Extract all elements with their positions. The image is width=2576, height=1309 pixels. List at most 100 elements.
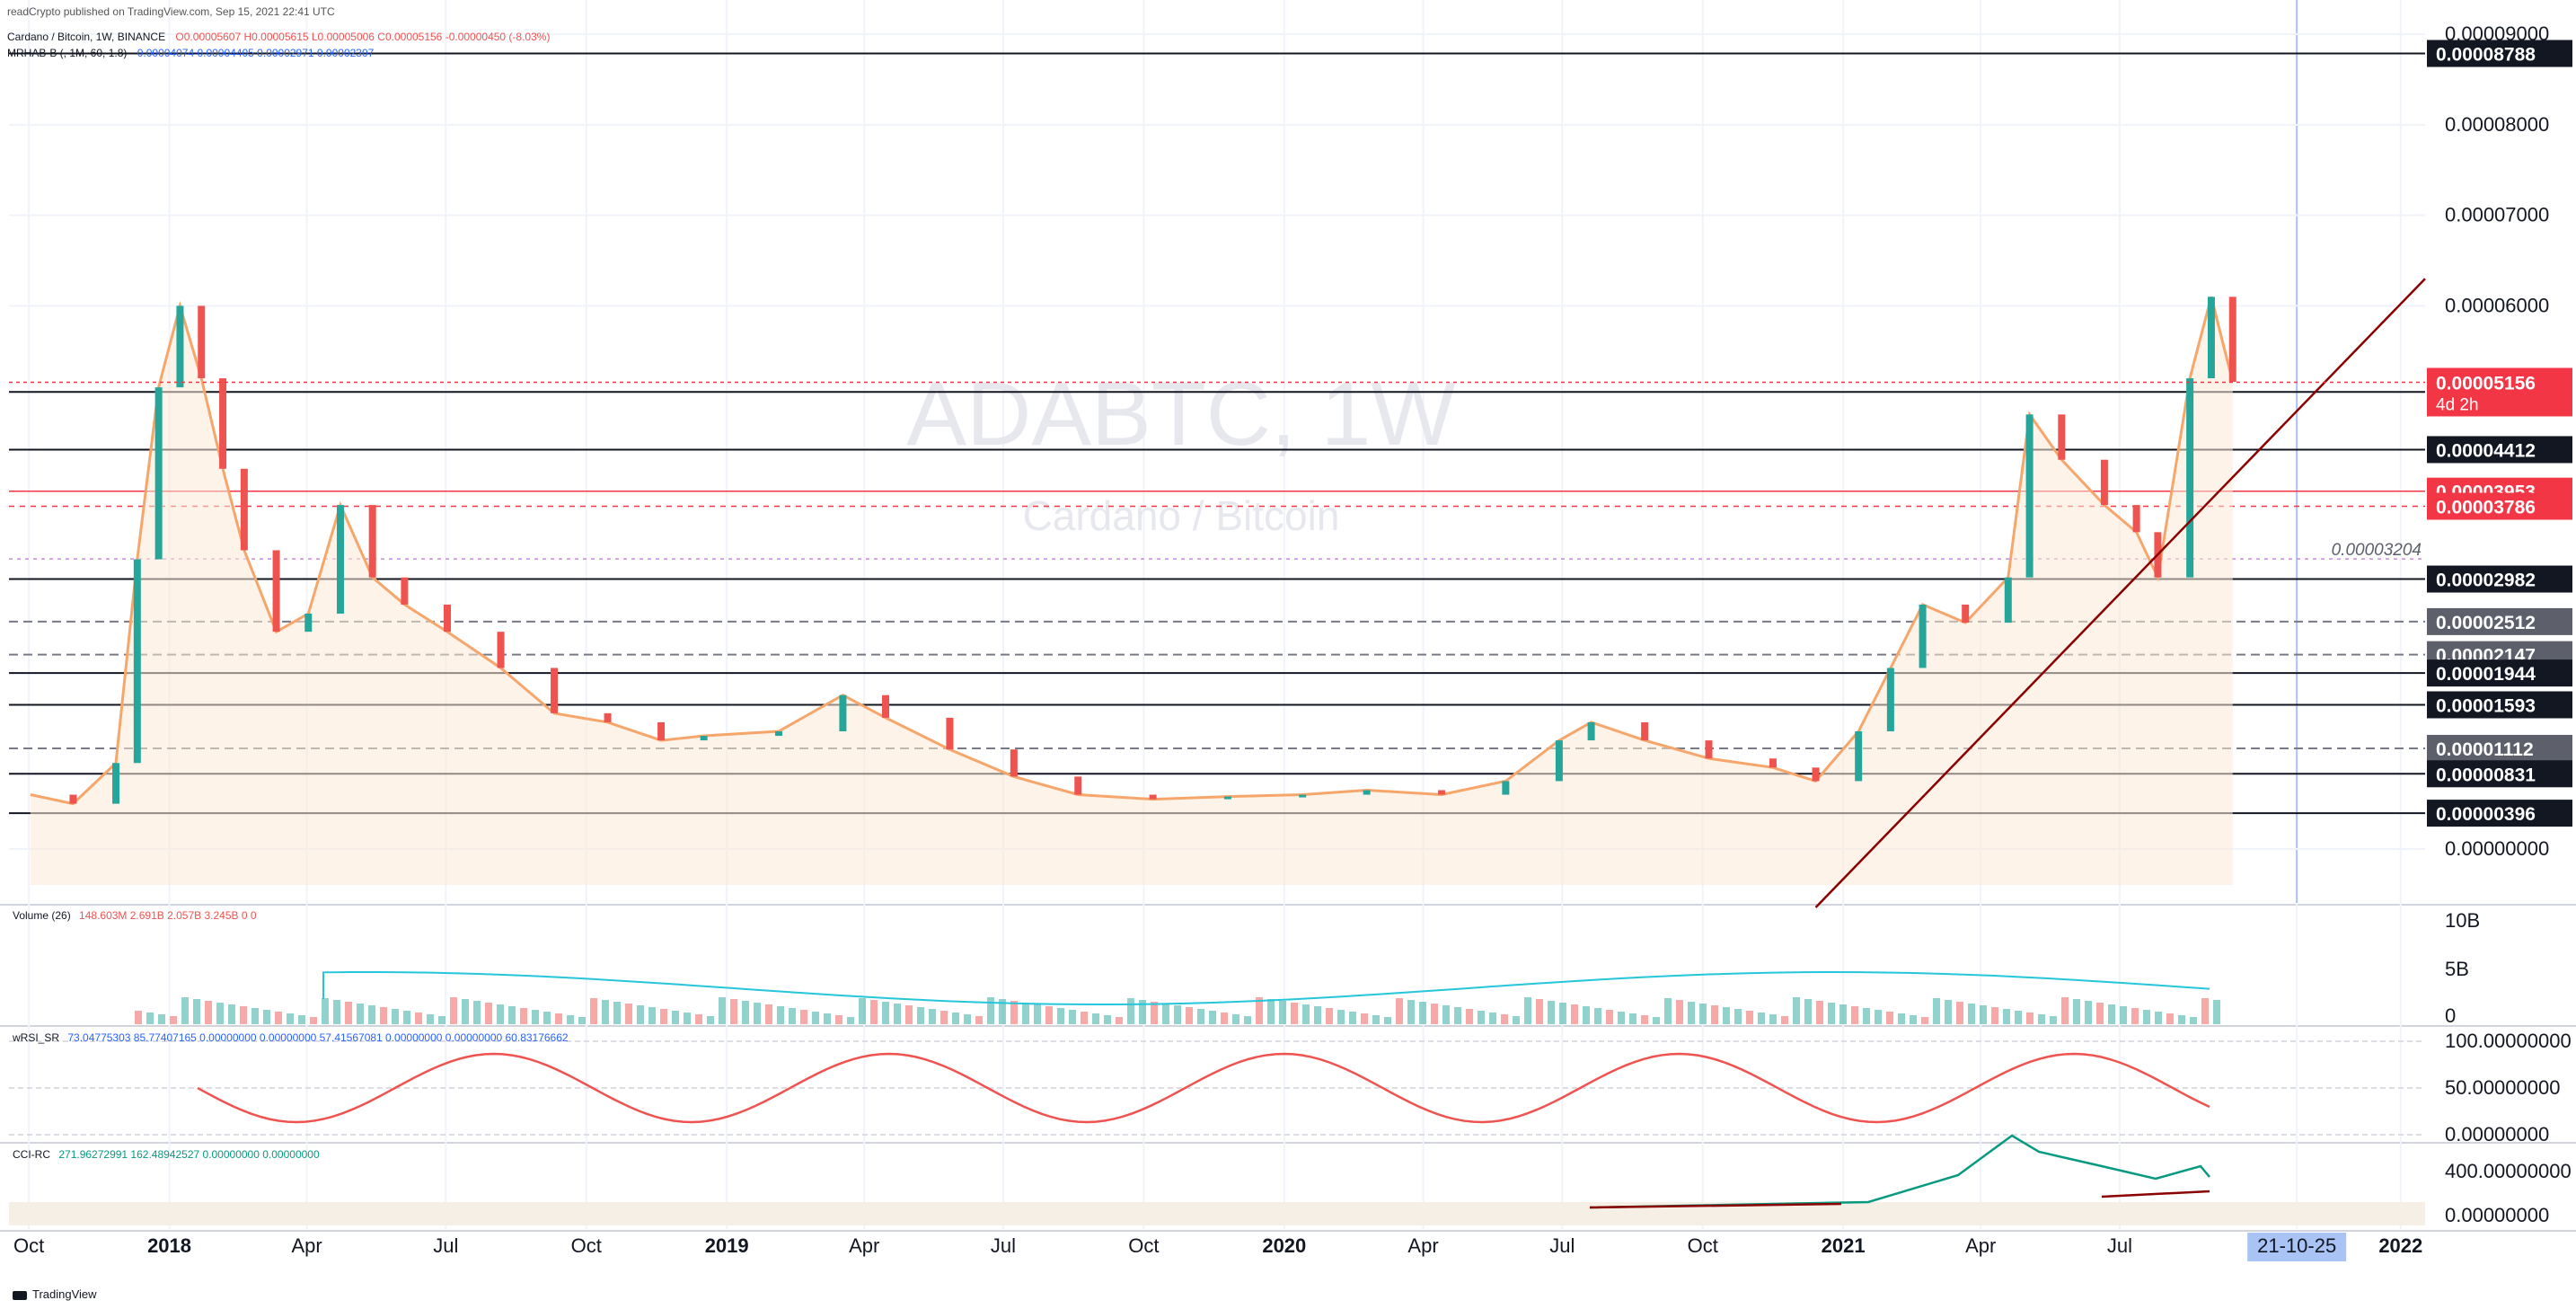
volume-bar — [2190, 1017, 2197, 1024]
cci-y-tick: 0.00000000 — [2445, 1204, 2549, 1226]
last-price-label: 0.00005156 — [2436, 373, 2536, 394]
volume-bar — [181, 997, 189, 1024]
indicator-line: MRHAB-B (, 1M, 60, 1.8) 0.00004074 0.000… — [7, 47, 374, 59]
volume-bar — [438, 1016, 446, 1024]
x-tick-label: Jul — [991, 1234, 1016, 1257]
volume-bar — [1419, 1002, 1426, 1024]
tradingview-brand[interactable]: TradingView — [13, 1287, 97, 1301]
volume-bar — [1314, 1006, 1321, 1024]
volume-bar — [754, 1003, 761, 1024]
volume-bar — [1769, 1014, 1777, 1024]
volume-bar — [1699, 1004, 1707, 1024]
volume-bar — [555, 1013, 562, 1024]
volume-bar — [462, 999, 469, 1024]
volume-bar — [2166, 1013, 2174, 1024]
volume-bar — [1034, 1004, 1041, 1024]
volume-bar — [2120, 1006, 2127, 1024]
volume-bar — [637, 1005, 644, 1024]
volume-bar — [1501, 1014, 1508, 1024]
last-price-badge — [2427, 367, 2572, 417]
volume-bar — [999, 999, 1006, 1024]
volume-bar — [158, 1014, 165, 1024]
volume-bar — [2026, 1013, 2033, 1024]
volume-bar — [952, 1013, 959, 1024]
x-tick-label: Apr — [1407, 1234, 1438, 1257]
tradingview-brand-label: TradingView — [32, 1287, 97, 1301]
volume-bar — [1875, 1010, 1882, 1024]
volume-bar — [719, 997, 726, 1024]
price-candle — [2207, 296, 2215, 379]
symbol-title[interactable]: Cardano / Bitcoin, 1W, BINANCE — [7, 31, 166, 43]
watermark-symbol: ADABTC, 1W — [906, 364, 1456, 464]
volume-bar — [1921, 1017, 1928, 1024]
volume-bar — [473, 1001, 481, 1024]
volume-bar — [590, 998, 597, 1024]
volume-bar — [2003, 1009, 2010, 1024]
price-candle — [154, 387, 163, 560]
volume-bar — [1396, 998, 1403, 1024]
x-tick-label: 2019 — [705, 1234, 749, 1257]
wrsi-values: 73.04775303 85.77407165 0.00000000 0.000… — [67, 1031, 569, 1044]
cci-title[interactable]: CCI-RC — [13, 1148, 50, 1161]
volume-bar — [345, 1002, 352, 1024]
volume-bar — [2015, 1011, 2022, 1024]
volume-legend: Volume (26) 148.603M 2.691B 2.057B 3.245… — [13, 909, 257, 922]
price-candle — [1812, 767, 1820, 782]
watermark-name: Cardano / Bitcoin — [1023, 492, 1340, 539]
volume-bar — [1162, 1004, 1169, 1024]
volume-title[interactable]: Volume (26) — [13, 909, 71, 922]
volume-bar — [1244, 1016, 1251, 1024]
x-tick-label: 2021 — [1822, 1234, 1866, 1257]
volume-bar — [1734, 1009, 1742, 1024]
volume-bar — [695, 1014, 702, 1024]
volume-bar — [1559, 1003, 1566, 1024]
volume-bar — [1092, 1013, 1099, 1024]
volume-bar — [1022, 1003, 1029, 1024]
volume-bar — [870, 1000, 878, 1024]
trend-line — [1814, 278, 2426, 908]
volume-bar — [1746, 1011, 1753, 1024]
volume-y-tick: 5B — [2445, 958, 2469, 980]
volume-bar — [485, 1003, 492, 1024]
volume-bar — [917, 1007, 924, 1024]
price-candle — [401, 577, 409, 605]
volume-bar — [800, 1010, 807, 1024]
volume-bar — [1676, 1000, 1683, 1024]
price-candle — [2132, 505, 2140, 533]
volume-bar — [1384, 1017, 1391, 1024]
volume-bar — [2155, 1012, 2162, 1024]
volume-bar — [1466, 1009, 1473, 1024]
volume-bar — [368, 1005, 375, 1024]
volume-bar — [2073, 999, 2080, 1024]
price-candle — [882, 694, 890, 718]
volume-y-tick: 0 — [2445, 1004, 2456, 1027]
x-tick-label: Apr — [291, 1234, 322, 1257]
volume-bar — [765, 1004, 772, 1024]
level-label: 0.00008788 — [2436, 45, 2536, 66]
volume-bar — [1839, 1004, 1847, 1024]
volume-bar — [1863, 1008, 1870, 1024]
volume-bar — [1478, 1011, 1485, 1024]
volume-bar — [859, 998, 866, 1024]
wrsi-legend: wRSI_SR 73.04775303 85.77407165 0.000000… — [13, 1031, 569, 1044]
volume-bar — [660, 1009, 667, 1024]
volume-bar — [835, 1015, 842, 1024]
level-label: 0.00002982 — [2436, 570, 2536, 591]
volume-bar — [450, 997, 457, 1024]
wrsi-y-tick: 50.00000000 — [2445, 1076, 2560, 1099]
volume-bar — [1454, 1007, 1461, 1024]
volume-bar — [380, 1007, 387, 1024]
cci-band — [9, 1202, 2425, 1225]
wrsi-title[interactable]: wRSI_SR — [13, 1031, 60, 1044]
volume-bar — [1256, 997, 1263, 1024]
volume-bar — [1057, 1008, 1064, 1024]
ohlc-values: O0.00005607 H0.00005615 L0.00005006 C0.0… — [175, 31, 551, 43]
volume-bar — [1174, 1005, 1181, 1024]
volume-bar — [1104, 1015, 1111, 1024]
wrsi-y-tick: 100.00000000 — [2445, 1030, 2572, 1052]
volume-bar — [216, 1003, 224, 1024]
indicator-label[interactable]: MRHAB-B (, 1M, 60, 1.8) — [7, 47, 128, 59]
price-candle — [946, 717, 954, 750]
level-badge — [2427, 40, 2572, 67]
